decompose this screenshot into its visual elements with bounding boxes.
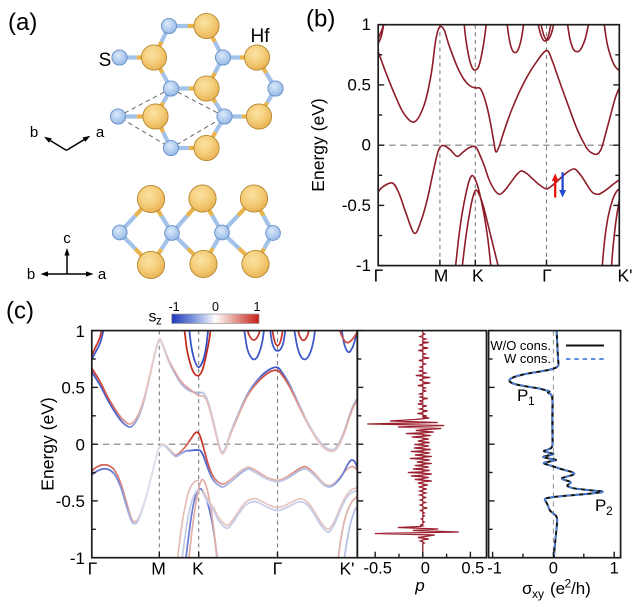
svg-text:K': K' (339, 559, 354, 579)
svg-text:K': K' (617, 266, 632, 286)
svg-text:0.5: 0.5 (347, 75, 371, 94)
svg-text:Energy (eV): Energy (eV) (308, 98, 328, 191)
svg-text:(b): (b) (306, 6, 335, 33)
svg-text:a: a (98, 266, 107, 283)
svg-text:-0.5: -0.5 (363, 560, 391, 578)
svg-text:-1: -1 (168, 300, 179, 314)
svg-text:0: 0 (549, 560, 558, 578)
svg-text:0: 0 (362, 136, 371, 155)
svg-text:/h): /h) (571, 579, 591, 598)
svg-text:-1: -1 (70, 549, 85, 568)
svg-text:M: M (151, 559, 166, 579)
svg-text:b: b (27, 266, 35, 283)
svg-text:(c): (c) (6, 298, 34, 325)
svg-text:W cons.: W cons. (504, 351, 551, 366)
svg-text:1: 1 (254, 300, 261, 314)
svg-text:K: K (192, 559, 204, 579)
svg-text:Γ: Γ (374, 266, 384, 286)
svg-text:b: b (30, 124, 38, 141)
svg-text:0: 0 (421, 560, 430, 578)
svg-text:P: P (595, 496, 606, 515)
svg-text:-1: -1 (356, 256, 371, 275)
svg-text:p: p (414, 576, 424, 595)
svg-text:0.5: 0.5 (61, 379, 85, 398)
svg-text:0: 0 (76, 436, 85, 455)
svg-text:c: c (63, 230, 71, 247)
svg-text:2: 2 (606, 504, 613, 518)
svg-text:S: S (99, 50, 112, 71)
svg-text:Γ: Γ (273, 559, 283, 579)
svg-text:-0.5: -0.5 (342, 196, 371, 215)
svg-text:(a): (a) (8, 9, 37, 36)
svg-text:M: M (434, 266, 449, 286)
svg-text:0.5: 0.5 (461, 560, 484, 578)
svg-text:0: 0 (212, 300, 219, 314)
svg-text:K: K (472, 266, 484, 286)
svg-text:W/O cons.: W/O cons. (490, 338, 551, 353)
svg-text:xy: xy (532, 587, 544, 601)
svg-text:Γ: Γ (542, 266, 552, 286)
svg-text:s: s (149, 309, 157, 326)
svg-text:-1: -1 (487, 560, 502, 578)
svg-text:z: z (156, 316, 162, 328)
svg-text:1: 1 (528, 394, 535, 408)
svg-text:P: P (517, 386, 528, 405)
svg-text:a: a (96, 124, 105, 141)
svg-text:2: 2 (565, 577, 572, 591)
svg-text:1: 1 (76, 322, 85, 341)
svg-text:Energy (eV): Energy (eV) (38, 397, 58, 490)
svg-text:1: 1 (362, 15, 371, 34)
svg-text:Γ: Γ (88, 559, 98, 579)
svg-text:-0.5: -0.5 (56, 492, 85, 511)
svg-text:Hf: Hf (251, 26, 271, 47)
svg-text:σ: σ (522, 579, 533, 598)
svg-text:1: 1 (610, 560, 619, 578)
svg-text:(e: (e (550, 579, 565, 598)
